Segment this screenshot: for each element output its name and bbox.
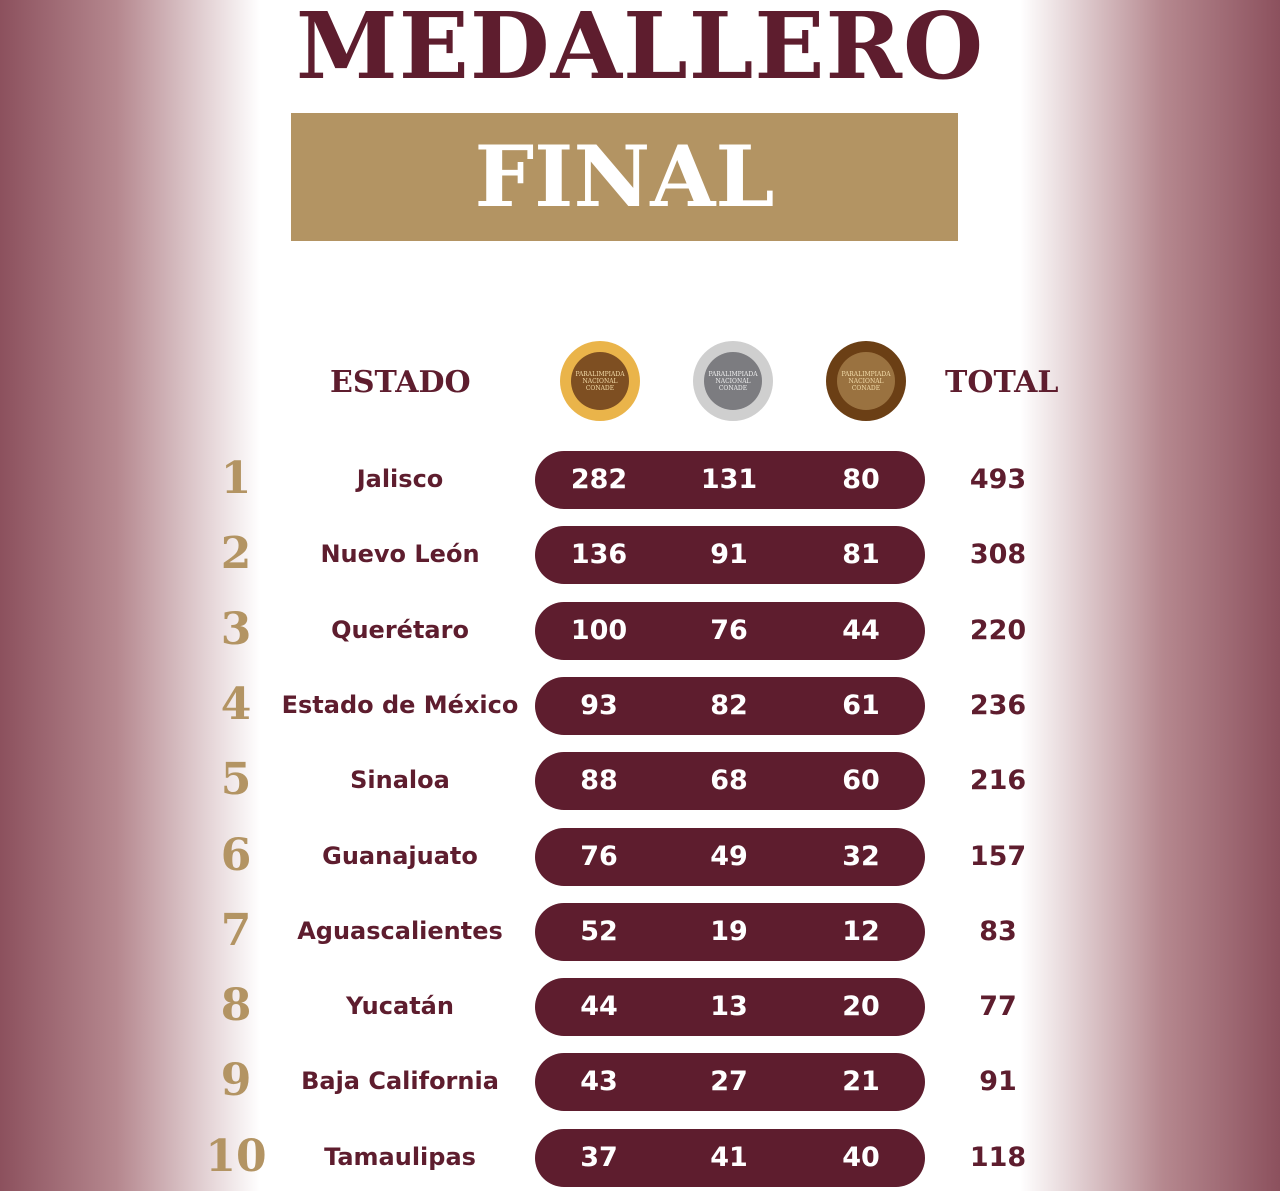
medal-count-pill: [535, 827, 925, 886]
medal-count-pill: [535, 752, 925, 811]
medal-count-pill: [535, 526, 925, 585]
bronze-count: 40: [842, 1141, 880, 1173]
gold-count: 44: [580, 991, 618, 1023]
bronze-count: 44: [842, 614, 880, 646]
bronze-count: 81: [842, 539, 880, 571]
total-count: 157: [969, 840, 1027, 872]
gold-count: 88: [580, 765, 618, 797]
header-total: TOTAL: [945, 365, 1059, 400]
rank: 7: [220, 904, 252, 956]
rank: 4: [220, 678, 252, 730]
silver-count: 19: [710, 915, 748, 947]
rank: 3: [220, 603, 252, 655]
state-name: Estado de México: [281, 690, 519, 719]
gold-count: 52: [580, 915, 618, 947]
table-row: 5 Sinaloa 88 68 60 216: [0, 752, 1280, 812]
gold-count: 100: [570, 614, 628, 646]
state-name: Jalisco: [356, 465, 444, 493]
gold-count: 43: [580, 1066, 618, 1098]
gold-count: 282: [570, 464, 628, 495]
subtitle-banner: FINAL: [291, 113, 958, 241]
state-name: Yucatán: [346, 992, 454, 1021]
total-count: 236: [969, 689, 1027, 721]
table-row: 4 Estado de México 93 82 61 236: [0, 676, 1280, 737]
total-count: 216: [969, 765, 1027, 797]
table-row: 1 Jalisco 282 131 80 493: [0, 451, 1280, 511]
medal-count-pill: [535, 601, 925, 660]
medal-count-pill: [535, 676, 925, 735]
total-count: 91: [979, 1066, 1017, 1098]
medal-count-pill: [535, 1128, 925, 1187]
state-name: Tamaulipas: [324, 1142, 476, 1171]
rank: 6: [220, 829, 252, 881]
medal-count-pill: [535, 902, 925, 961]
rank: 10: [205, 1130, 267, 1182]
silver-medal-icon: PARALIMPIADA NACIONAL CONADE: [693, 341, 773, 421]
bronze-count: 60: [842, 765, 880, 797]
silver-count: 41: [710, 1141, 748, 1173]
medal-count-pill: [535, 978, 925, 1037]
total-count: 83: [979, 915, 1017, 947]
gold-count: 93: [580, 689, 618, 721]
silver-count: 49: [710, 840, 748, 872]
rank: 5: [220, 754, 252, 806]
bronze-count: 80: [842, 464, 880, 495]
table-row: 3 Querétaro 100 76 44 220: [0, 601, 1280, 662]
total-count: 493: [969, 464, 1027, 495]
bronze-count: 20: [842, 991, 880, 1023]
rank: 8: [220, 980, 252, 1032]
state-name: Aguascalientes: [297, 916, 503, 945]
bronze-count: 21: [842, 1066, 880, 1098]
silver-count: 131: [700, 464, 758, 495]
silver-count: 82: [710, 689, 748, 721]
page-title: MEDALLERO: [295, 0, 985, 100]
total-count: 77: [979, 991, 1017, 1023]
medal-count-pill: [535, 1053, 925, 1112]
bronze-medal-icon: PARALIMPIADA NACIONAL CONADE: [826, 341, 906, 421]
silver-count: 68: [710, 765, 748, 797]
silver-count: 91: [710, 539, 748, 571]
bronze-count: 32: [842, 840, 880, 872]
silver-count: 27: [710, 1066, 748, 1098]
gold-medal-icon: PARALIMPIADA NACIONAL CONADE: [560, 341, 640, 421]
table-row: 8 Yucatán 44 13 20 77: [0, 978, 1280, 1038]
state-name: Guanajuato: [322, 841, 478, 870]
state-name: Nuevo León: [320, 540, 480, 569]
table-row: 6 Guanajuato 76 49 32 157: [0, 827, 1280, 888]
silver-count: 13: [710, 991, 748, 1023]
bronze-count: 12: [842, 915, 880, 947]
gold-count: 136: [570, 539, 628, 571]
state-name: Sinaloa: [350, 766, 450, 795]
total-count: 118: [969, 1141, 1027, 1173]
silver-count: 76: [710, 614, 748, 646]
total-count: 220: [969, 614, 1027, 646]
header-state: ESTADO: [330, 365, 471, 400]
left-athlete-photo-collage: [0, 0, 260, 1191]
state-name: Baja California: [301, 1067, 499, 1096]
table-row: 9 Baja California 43 27 21 91: [0, 1053, 1280, 1113]
rank: 9: [220, 1055, 252, 1107]
table-row: 2 Nuevo León 136 91 81 308: [0, 526, 1280, 586]
rank: 2: [220, 528, 252, 580]
table-row: 7 Aguascalientes 52 19 12 83: [0, 902, 1280, 963]
right-athlete-photo-collage: [1020, 0, 1280, 1191]
rank: 1: [220, 453, 252, 504]
total-count: 308: [969, 539, 1027, 571]
gold-count: 37: [580, 1141, 618, 1173]
table-row: 10 Tamaulipas 37 41 40 118: [0, 1128, 1280, 1189]
bronze-count: 61: [842, 689, 880, 721]
medal-count-pill: [535, 451, 925, 509]
gold-count: 76: [580, 840, 618, 872]
state-name: Querétaro: [331, 615, 469, 644]
